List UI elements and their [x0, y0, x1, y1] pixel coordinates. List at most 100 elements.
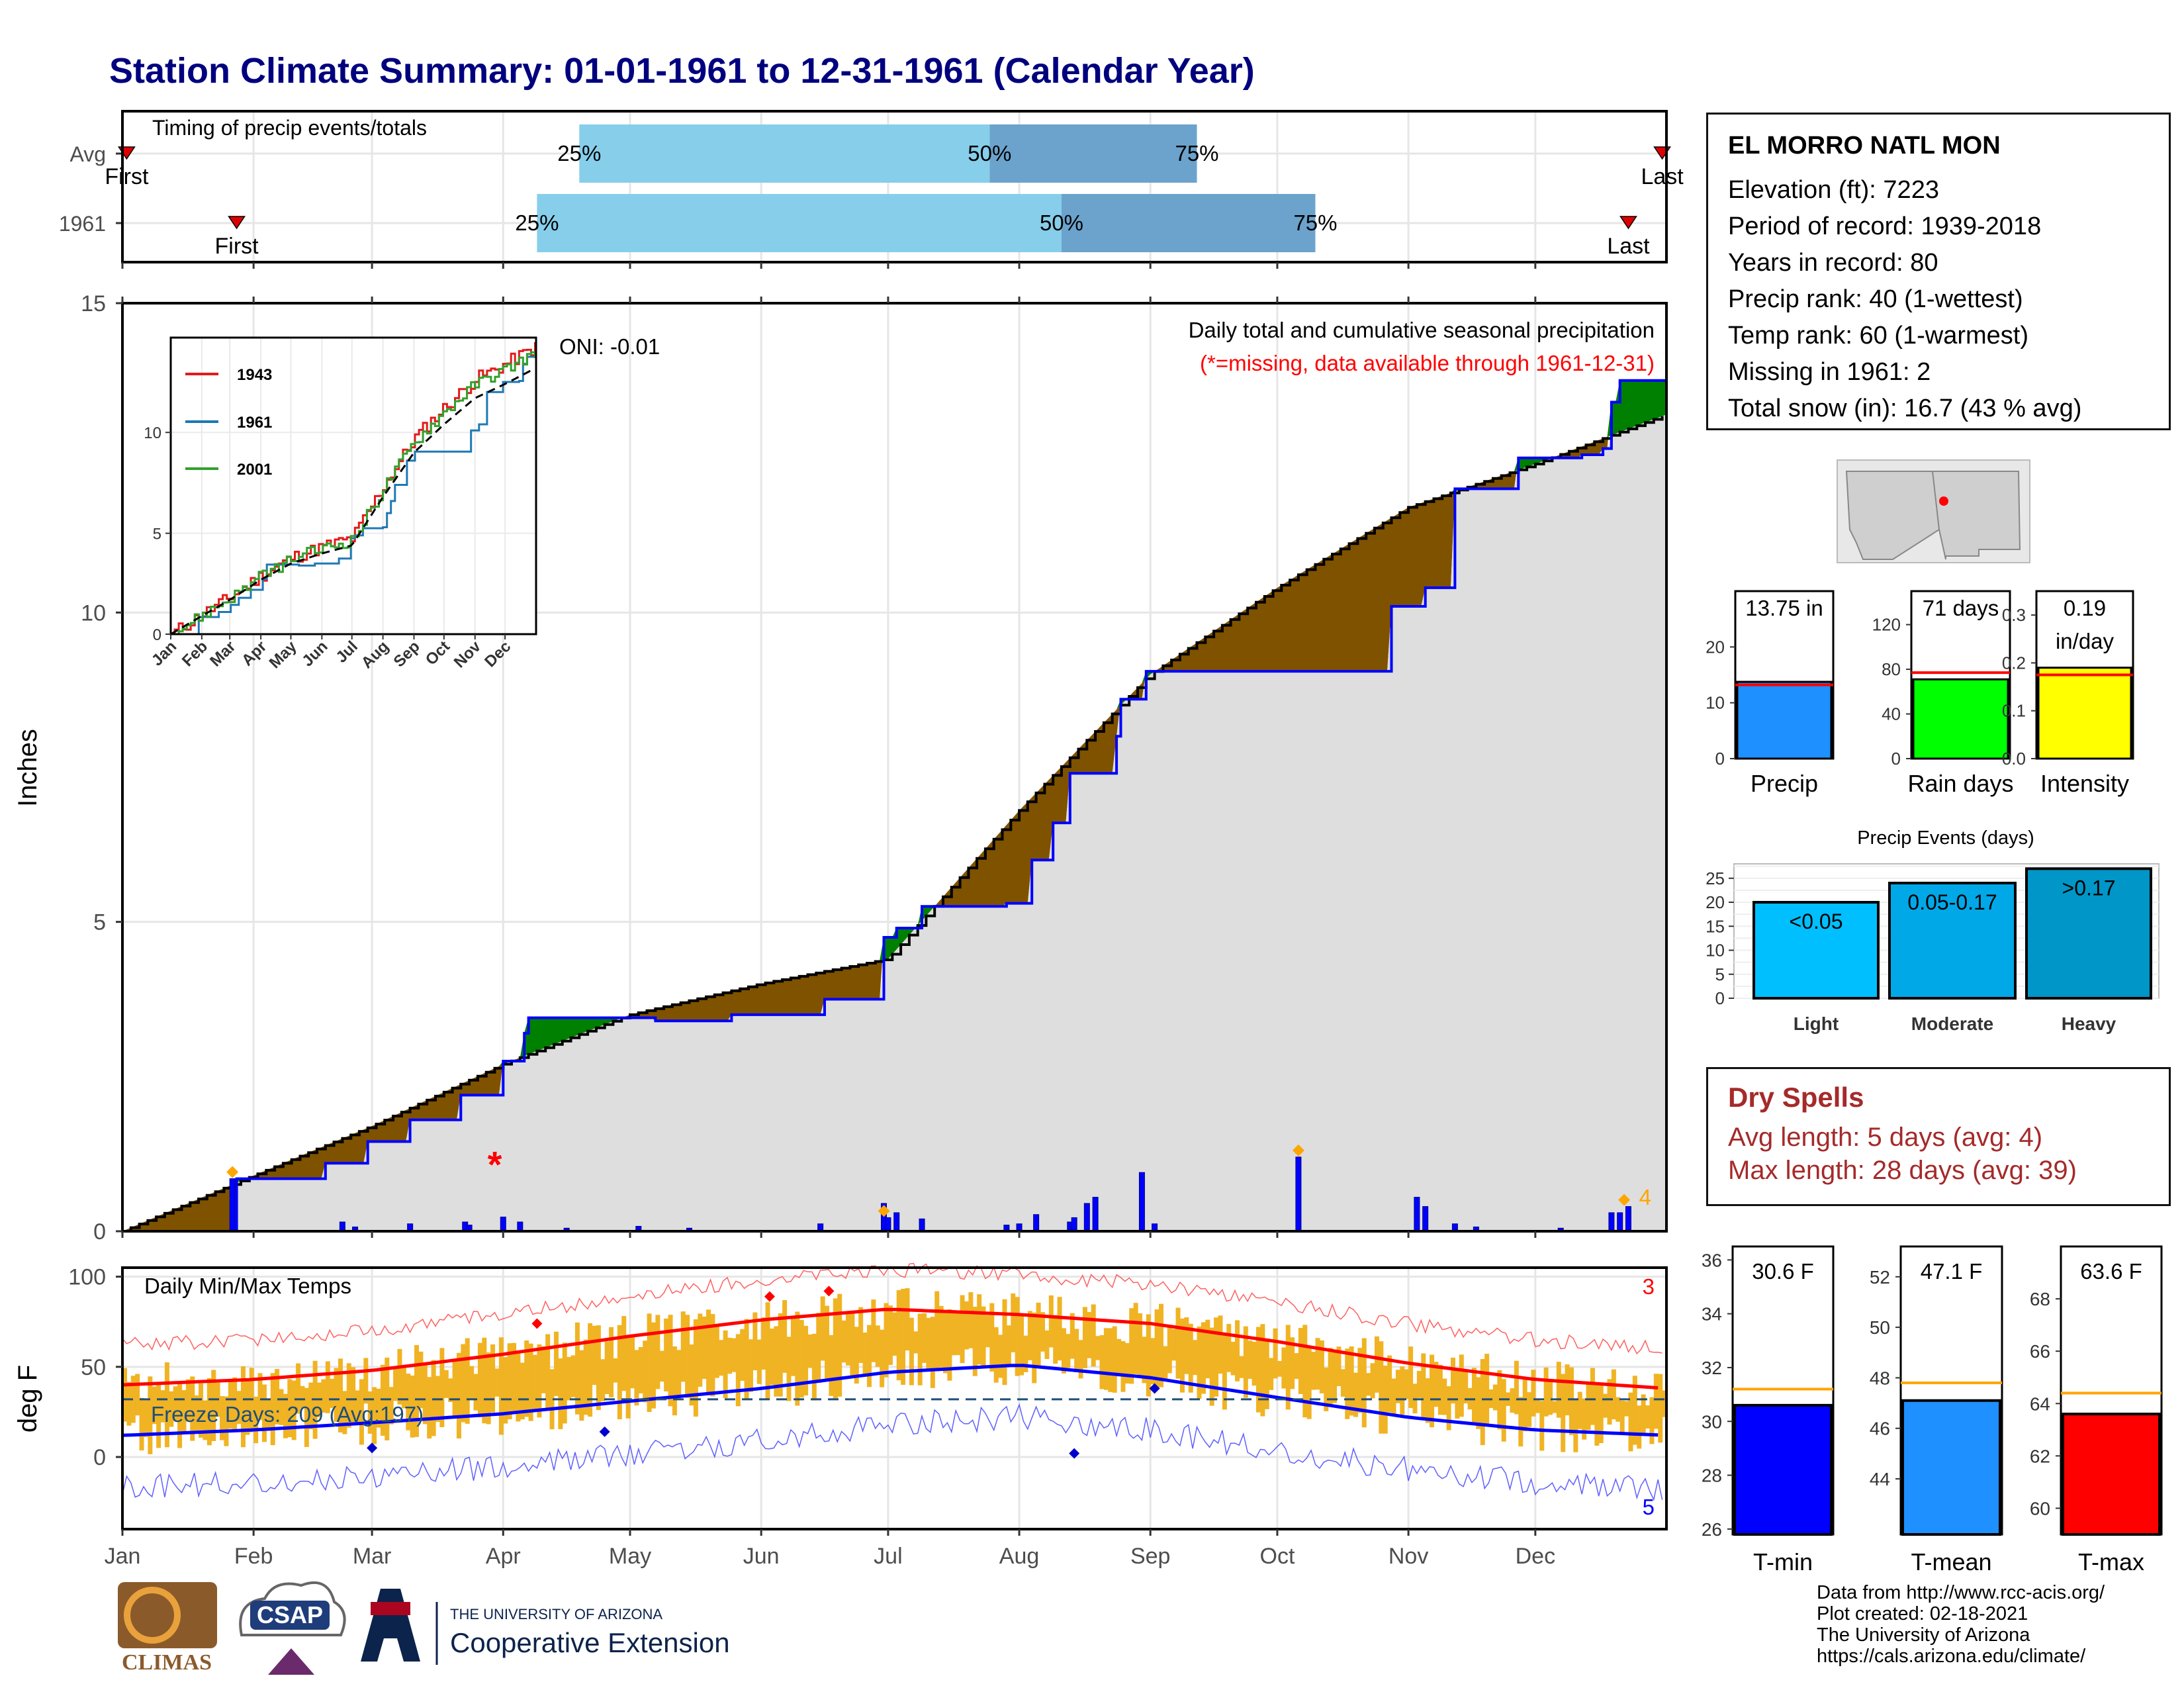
- daily-temp-bar: [1582, 1398, 1587, 1440]
- daily-temp-bar: [774, 1326, 779, 1397]
- daily-temp-bar: [727, 1337, 733, 1374]
- daily-temp-bar: [397, 1348, 402, 1405]
- daily-temp-bar: [1011, 1293, 1016, 1352]
- daily-temp-bar: [380, 1364, 385, 1436]
- daily-temp-bar: [1569, 1367, 1574, 1435]
- daily-temp-bar: [143, 1398, 148, 1437]
- daily-temp-bar: [266, 1399, 271, 1431]
- daily-temp-bar: [553, 1331, 559, 1396]
- daily-temp-bar: [1480, 1358, 1485, 1446]
- daily-temp-bar: [1281, 1347, 1287, 1389]
- daily-temp-bar: [723, 1330, 728, 1399]
- daily-temp-bar: [1586, 1383, 1591, 1430]
- daily-temp-bar: [769, 1329, 774, 1385]
- month-label: Aug: [999, 1544, 1040, 1569]
- daily-temp-bar: [659, 1350, 664, 1382]
- temp-y-tick: 52: [1870, 1267, 1890, 1288]
- daily-temp-bar: [1201, 1322, 1206, 1394]
- daily-temp-bar: [359, 1379, 364, 1445]
- daily-temp-bar: [1514, 1360, 1519, 1415]
- daily-temp-bar: [1501, 1379, 1506, 1442]
- summary-y-tick: 0: [1891, 749, 1901, 769]
- daily-precip-bar: [339, 1221, 345, 1232]
- daily-precip-bar: [919, 1218, 925, 1232]
- daily-temp-bar: [1019, 1315, 1024, 1376]
- daily-temp-bar: [1158, 1303, 1163, 1387]
- timing-panel: Timing of precip events/totals 25% 50% 75% F…: [59, 110, 1684, 269]
- daily-temp-bar: [1129, 1308, 1134, 1384]
- daily-temp-bar: [1552, 1401, 1557, 1413]
- daily-temp-bar: [609, 1327, 614, 1397]
- daily-precip-bar: [893, 1212, 900, 1232]
- daily-temp-bar: [1103, 1328, 1109, 1390]
- daily-temp-bar: [917, 1313, 923, 1385]
- daily-temp-bar: [367, 1391, 373, 1434]
- credit-line: Data from http://www.rcc-acis.org/: [1817, 1582, 2105, 1603]
- timing-marker-icon: [228, 216, 246, 230]
- daily-temp-bar: [512, 1342, 517, 1413]
- event-range-label: <0.05: [1790, 910, 1843, 933]
- daily-temp-bar: [203, 1400, 208, 1440]
- daily-temp-bar: [706, 1309, 711, 1395]
- daily-temp-bar: [672, 1346, 677, 1416]
- climas-logo-text: CLIMAS: [122, 1650, 212, 1675]
- daily-temp-bar: [1015, 1297, 1020, 1376]
- daily-temp-bar: [418, 1351, 424, 1409]
- record-high-icon: [531, 1318, 543, 1329]
- daily-temp-bar: [1209, 1327, 1214, 1406]
- record-low-icon: [367, 1442, 378, 1454]
- station-location-icon: [1939, 496, 1948, 506]
- daily-temp-bar: [1285, 1325, 1291, 1410]
- daily-temp-bar: [1138, 1313, 1143, 1376]
- daily-temp-bar: [698, 1313, 703, 1387]
- daily-temp-bar: [1061, 1328, 1066, 1374]
- quartile-label: 25%: [557, 141, 601, 165]
- daily-temp-bar: [1603, 1393, 1608, 1418]
- temperature-bars: 30.6 F 26 28 30 32 34 36 T-min 47.1 F 44 46 48 50 52 T…: [1702, 1245, 2163, 1575]
- daily-temp-bar: [1273, 1328, 1278, 1379]
- daily-temp-bar: [139, 1397, 144, 1451]
- daily-temp-bar: [355, 1390, 360, 1424]
- daily-temp-bar: [1124, 1342, 1130, 1383]
- daily-temp-bar: [968, 1292, 974, 1348]
- daily-temp-bar: [1594, 1383, 1600, 1446]
- daily-temp-bar: [854, 1327, 859, 1384]
- y-axis-label: deg F: [13, 1365, 42, 1432]
- csap-banner: [250, 1601, 330, 1630]
- daily-temp-bar: [1188, 1323, 1193, 1393]
- daily-temp-bar: [1366, 1373, 1371, 1396]
- timing-marker-icon: [1619, 216, 1637, 230]
- daily-temp-bar: [414, 1344, 420, 1437]
- daily-temp-bar: [177, 1383, 183, 1448]
- daily-temp-bar: [600, 1359, 606, 1401]
- credit-line: Plot created: 02-18-2021: [1817, 1603, 2028, 1624]
- daily-temp-bar: [541, 1346, 546, 1393]
- daily-temp-bar: [1510, 1388, 1515, 1413]
- summary-bar: [1912, 678, 2009, 760]
- daily-temp-bar: [1649, 1397, 1655, 1444]
- daily-temp-bar: [638, 1347, 643, 1393]
- daily-precip-bar: [1617, 1212, 1623, 1232]
- daily-temp-bar: [592, 1325, 597, 1385]
- record-low-icon: [599, 1426, 610, 1437]
- daily-temp-bar: [1437, 1364, 1443, 1415]
- event-diamond-icon: [878, 1205, 890, 1217]
- temp-y-tick: 48: [1870, 1368, 1890, 1388]
- timing-title: Timing of precip events/totals: [152, 116, 427, 140]
- month-label: Nov: [1388, 1544, 1428, 1569]
- summary-value-label: in/day: [2056, 629, 2115, 653]
- month-label: Jun: [743, 1544, 780, 1569]
- daily-temp-bar: [1430, 1354, 1435, 1428]
- station-line: Total snow (in): 16.7 (43 % avg): [1728, 395, 2082, 422]
- daily-temp-bar: [152, 1386, 157, 1425]
- daily-temp-bar: [625, 1335, 631, 1419]
- daily-temp-bar: [630, 1334, 635, 1389]
- daily-temp-bar: [253, 1396, 259, 1444]
- daily-temp-bar: [1556, 1362, 1561, 1418]
- daily-temp-bar: [321, 1379, 326, 1413]
- daily-temp-bar: [811, 1333, 817, 1401]
- y-axis-label: Inches: [13, 729, 42, 807]
- month-label: Jan: [105, 1544, 141, 1569]
